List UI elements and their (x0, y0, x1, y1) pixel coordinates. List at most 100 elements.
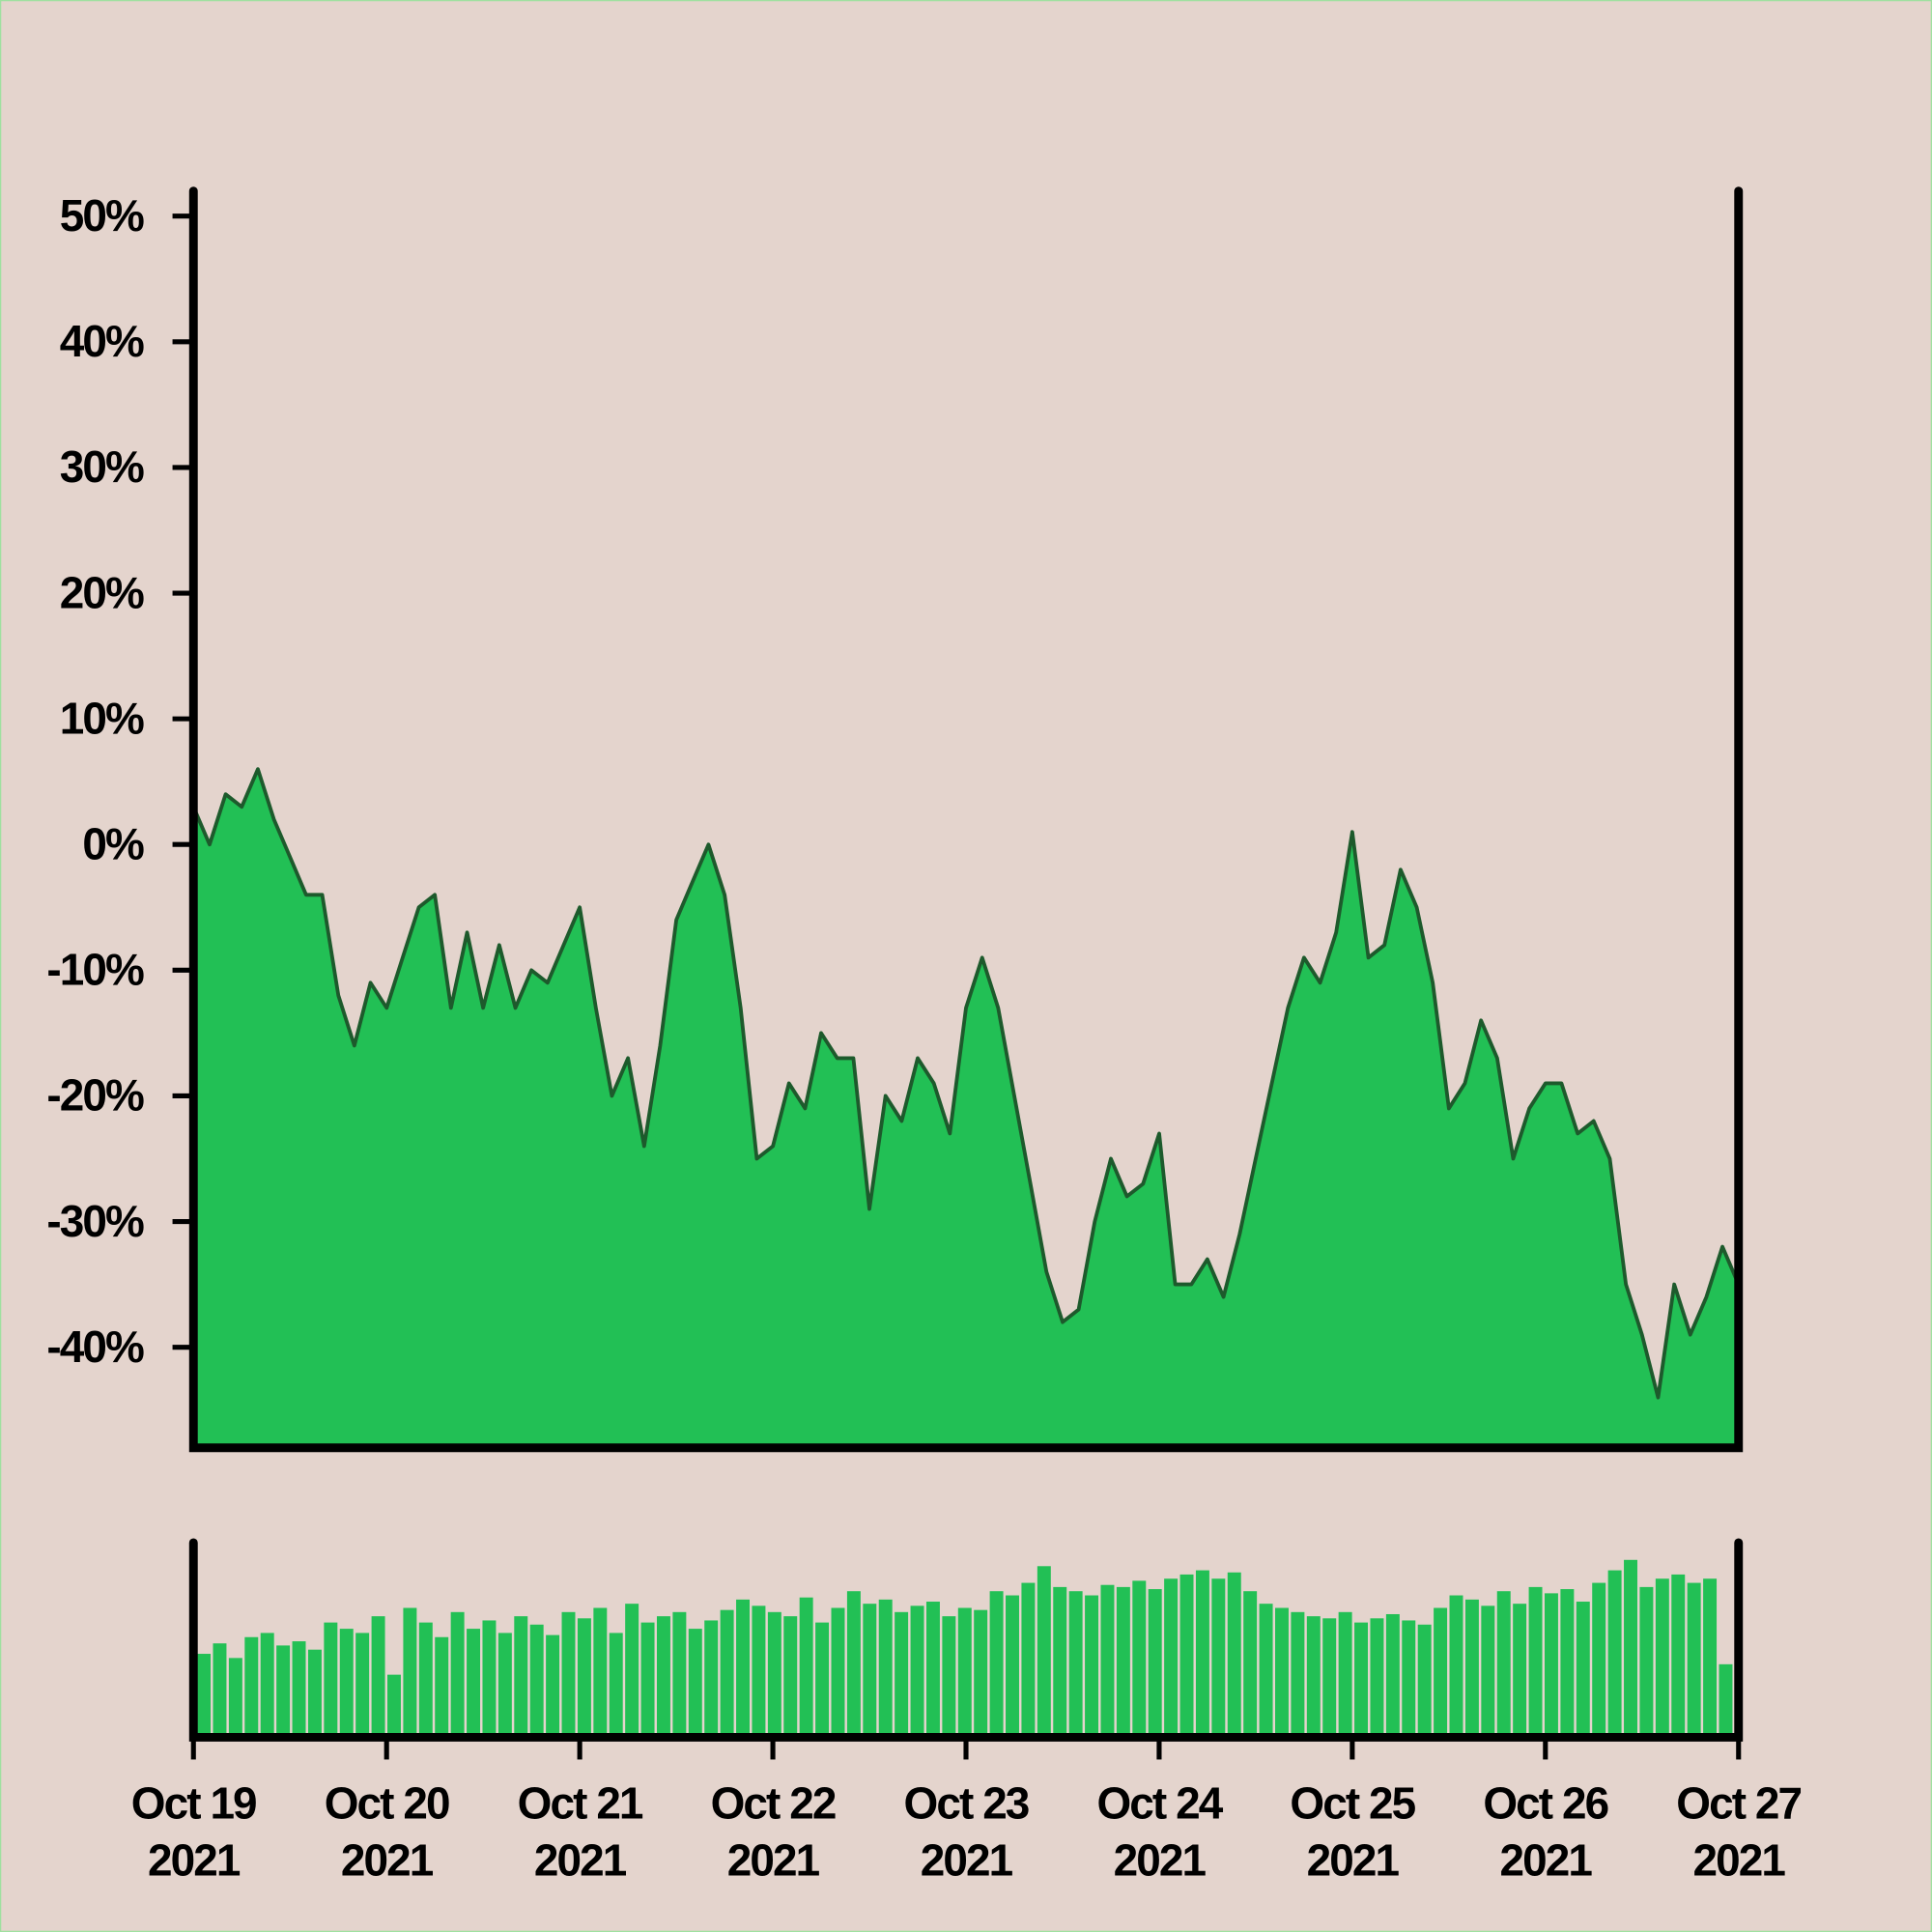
volume-bar (1576, 1602, 1590, 1738)
volume-bar (482, 1620, 497, 1738)
volume-bar (1227, 1572, 1241, 1738)
volume-bar (1560, 1589, 1575, 1738)
volume-bar (1434, 1607, 1448, 1738)
volume-bar (435, 1636, 449, 1738)
volume-bar (1275, 1607, 1289, 1738)
volume-bar (418, 1622, 433, 1738)
volume-bar (1496, 1591, 1511, 1738)
volume-bar (1655, 1578, 1669, 1738)
volume-bar (1607, 1570, 1622, 1738)
volume-bar (1085, 1595, 1099, 1738)
volume-bar (1703, 1578, 1718, 1738)
volume-bar (339, 1629, 354, 1738)
volume-bar (497, 1633, 512, 1738)
volume-bar (577, 1618, 591, 1738)
volume-bar (276, 1645, 291, 1738)
volume-bar (974, 1609, 988, 1738)
x-tick-label: 2021 (148, 1834, 241, 1885)
volume-bar (546, 1634, 560, 1738)
volume-bar (989, 1591, 1004, 1738)
volume-bar (1243, 1591, 1258, 1738)
volume-bar (640, 1622, 655, 1738)
volume-bar (688, 1629, 702, 1738)
volume-bar (925, 1602, 940, 1738)
area (193, 769, 1739, 1448)
y-tick-label: -30% (46, 1196, 144, 1246)
volume-bar (529, 1624, 544, 1738)
volume-bar (1116, 1586, 1130, 1738)
volume-bar (1179, 1574, 1194, 1738)
x-tick-label: Oct 23 (904, 1778, 1029, 1829)
volume-bar (244, 1636, 259, 1738)
x-tick-label: Oct 27 (1676, 1778, 1801, 1829)
x-tick-label: Oct 19 (131, 1778, 256, 1829)
volume-bar (1354, 1622, 1369, 1738)
volume-bar (957, 1607, 972, 1738)
volume-bar (1132, 1580, 1147, 1738)
volume-bar (307, 1649, 322, 1738)
volume-bar (1100, 1584, 1115, 1738)
volume-bar (1513, 1604, 1527, 1738)
volume-bar (1624, 1559, 1637, 1738)
x-tick-label: Oct 24 (1096, 1778, 1223, 1829)
volume-bar (213, 1643, 227, 1738)
volume-bar (672, 1611, 687, 1738)
volume-bar (1544, 1593, 1558, 1738)
volume-bar (1481, 1605, 1495, 1738)
y-tick-label: -20% (46, 1070, 144, 1121)
y-tick-label: -10% (46, 945, 144, 995)
x-tick-label: 2021 (1307, 1834, 1400, 1885)
volume-bar (720, 1609, 734, 1738)
volume-bar (1068, 1591, 1083, 1738)
volume-bar (799, 1597, 813, 1738)
volume-bar (324, 1622, 338, 1738)
volume-bar (1639, 1586, 1654, 1738)
volume-bar (767, 1611, 781, 1738)
volume-bar (1671, 1574, 1686, 1738)
volume-bar (1528, 1586, 1543, 1738)
volume-bar (656, 1616, 670, 1738)
volume-bar (1164, 1578, 1179, 1738)
volume-bar (783, 1616, 798, 1738)
volume-bar (1449, 1595, 1463, 1738)
volume-bar (895, 1611, 909, 1738)
volume-bar (450, 1611, 465, 1738)
volume-bar (371, 1616, 385, 1738)
x-tick-label: 2021 (727, 1834, 820, 1885)
volume-bar (355, 1633, 370, 1738)
y-tick-label: 0% (82, 819, 144, 869)
volume-bar (1148, 1589, 1162, 1738)
volume-bar (561, 1611, 576, 1738)
volume-bar (1195, 1570, 1209, 1738)
volume-bar (1592, 1582, 1606, 1738)
x-tick-label: 2021 (921, 1834, 1013, 1885)
volume-bar (736, 1599, 750, 1738)
volume-bar (467, 1629, 481, 1738)
volume-bar (1338, 1611, 1352, 1738)
frame (188, 1538, 1744, 1742)
volume-bar (1719, 1663, 1733, 1738)
x-tick-label: Oct 22 (711, 1778, 836, 1829)
volume-bar (1306, 1616, 1321, 1738)
line (191, 767, 1741, 1400)
volume-bar (1211, 1578, 1226, 1738)
volume-bar (387, 1674, 401, 1738)
x-tick-label: 2021 (534, 1834, 627, 1885)
volume-bar (863, 1604, 877, 1738)
y-tick-label: -40% (46, 1321, 144, 1372)
volume-bar (197, 1654, 212, 1738)
volume-bar (1417, 1624, 1432, 1738)
volume-bar (625, 1604, 639, 1738)
volume-bar (1021, 1582, 1036, 1738)
volume-bar (1370, 1618, 1384, 1738)
y-tick-label: 20% (60, 567, 144, 617)
volume-bar (942, 1616, 956, 1738)
volume-bar (1259, 1604, 1273, 1738)
x-tick-label: Oct 26 (1483, 1778, 1607, 1829)
volume-bar (292, 1641, 306, 1738)
volume-bar (846, 1591, 861, 1738)
volume-bar (1385, 1613, 1400, 1738)
volume-bar (593, 1607, 608, 1738)
